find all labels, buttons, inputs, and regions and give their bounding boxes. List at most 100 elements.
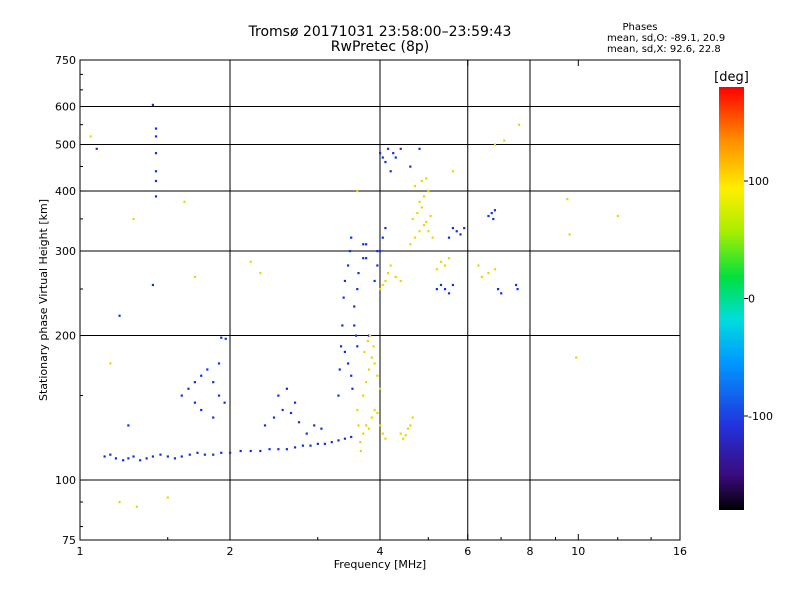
data-point [277,394,280,397]
data-point [477,264,480,267]
data-point [425,220,428,224]
data-point [114,457,118,460]
data-point [166,496,169,499]
colorbar-tick-label: -100 [748,410,773,423]
data-point [293,401,297,404]
data-point [353,305,356,308]
data-point [439,283,443,287]
y-tick-label: 600 [55,101,76,114]
data-point [354,334,358,337]
data-point [487,271,490,275]
data-point [373,279,376,283]
axes-layer: 1 2 4 6 8 10 16 75 100 200 300 400 500 600 750 [55,54,687,558]
data-point [313,424,316,427]
data-point [357,271,360,275]
data-point [95,147,98,150]
colorbar-tick-label: 100 [748,175,769,188]
x-tick-label: 2 [227,545,234,558]
data-point [381,156,384,159]
data-point [239,449,242,453]
data-point [435,268,438,271]
data-point [350,374,353,377]
data-point [493,268,497,271]
data-point [402,437,405,440]
data-point [451,227,455,230]
data-point [487,214,490,218]
data-point [359,449,362,453]
data-point [418,200,421,203]
data-point [399,279,402,283]
phase-stats-o: mean, sd,O: -89.1, 20.9 [607,33,726,44]
data-point [154,135,158,138]
phase-stats-x: mean, sd,X: 92.6, 22.8 [607,44,721,55]
data-point [259,271,262,275]
y-tick-label: 500 [55,139,76,152]
data-point [443,264,447,267]
data-point [220,336,223,339]
data-point [455,230,458,233]
data-point [416,212,419,215]
data-point [427,190,430,193]
data-point [429,214,432,218]
data-point [496,288,500,291]
data-point [435,288,438,291]
data-point [379,250,382,253]
data-point [384,279,387,283]
data-point [381,236,384,239]
colorbar-tick-label: 0 [748,293,755,306]
data-point [451,170,455,173]
data-point [357,424,360,427]
data-point [223,401,226,404]
data-point [351,387,354,390]
data-point [285,387,288,390]
data-point [411,416,414,419]
grid-layer [80,60,680,540]
data-point [330,441,333,444]
data-point [409,165,412,168]
data-point [431,236,434,239]
colorbar [719,87,744,510]
data-point [359,441,362,444]
chart-subtitle: RwPretec (8p) [330,39,430,55]
data-point [392,152,395,155]
data-point [418,147,421,150]
data-point [196,451,199,454]
data-point [109,453,112,456]
data-point [381,432,384,435]
data-point [399,147,402,150]
data-point [356,408,359,412]
data-point [575,356,578,359]
data-point [356,345,359,348]
data-point [372,345,375,348]
phase-stats-title: Phases [622,22,658,33]
data-point [500,292,503,295]
data-point [420,179,423,183]
data-point [411,217,414,221]
y-tick-label: 750 [55,54,76,67]
data-point [425,177,428,180]
data-point [277,448,280,451]
data-point [200,408,203,412]
y-tick-label: 100 [55,474,76,487]
data-point [309,444,312,447]
data-point [139,459,142,462]
data-point [381,283,384,287]
data-point [118,500,121,504]
data-point [463,227,466,230]
data-point [220,451,223,454]
data-point [268,448,271,451]
data-point [394,275,397,279]
data-point [490,212,493,215]
data-point [406,427,410,430]
data-point [516,288,519,291]
data-point [346,362,350,365]
data-point [183,200,186,203]
data-point [366,339,369,343]
data-point [200,374,203,377]
data-point [154,127,158,130]
data-point [343,437,347,440]
data-point [362,257,365,260]
data-point [151,283,155,287]
data-point [362,394,365,397]
colorbar-label: [deg] [714,70,749,85]
